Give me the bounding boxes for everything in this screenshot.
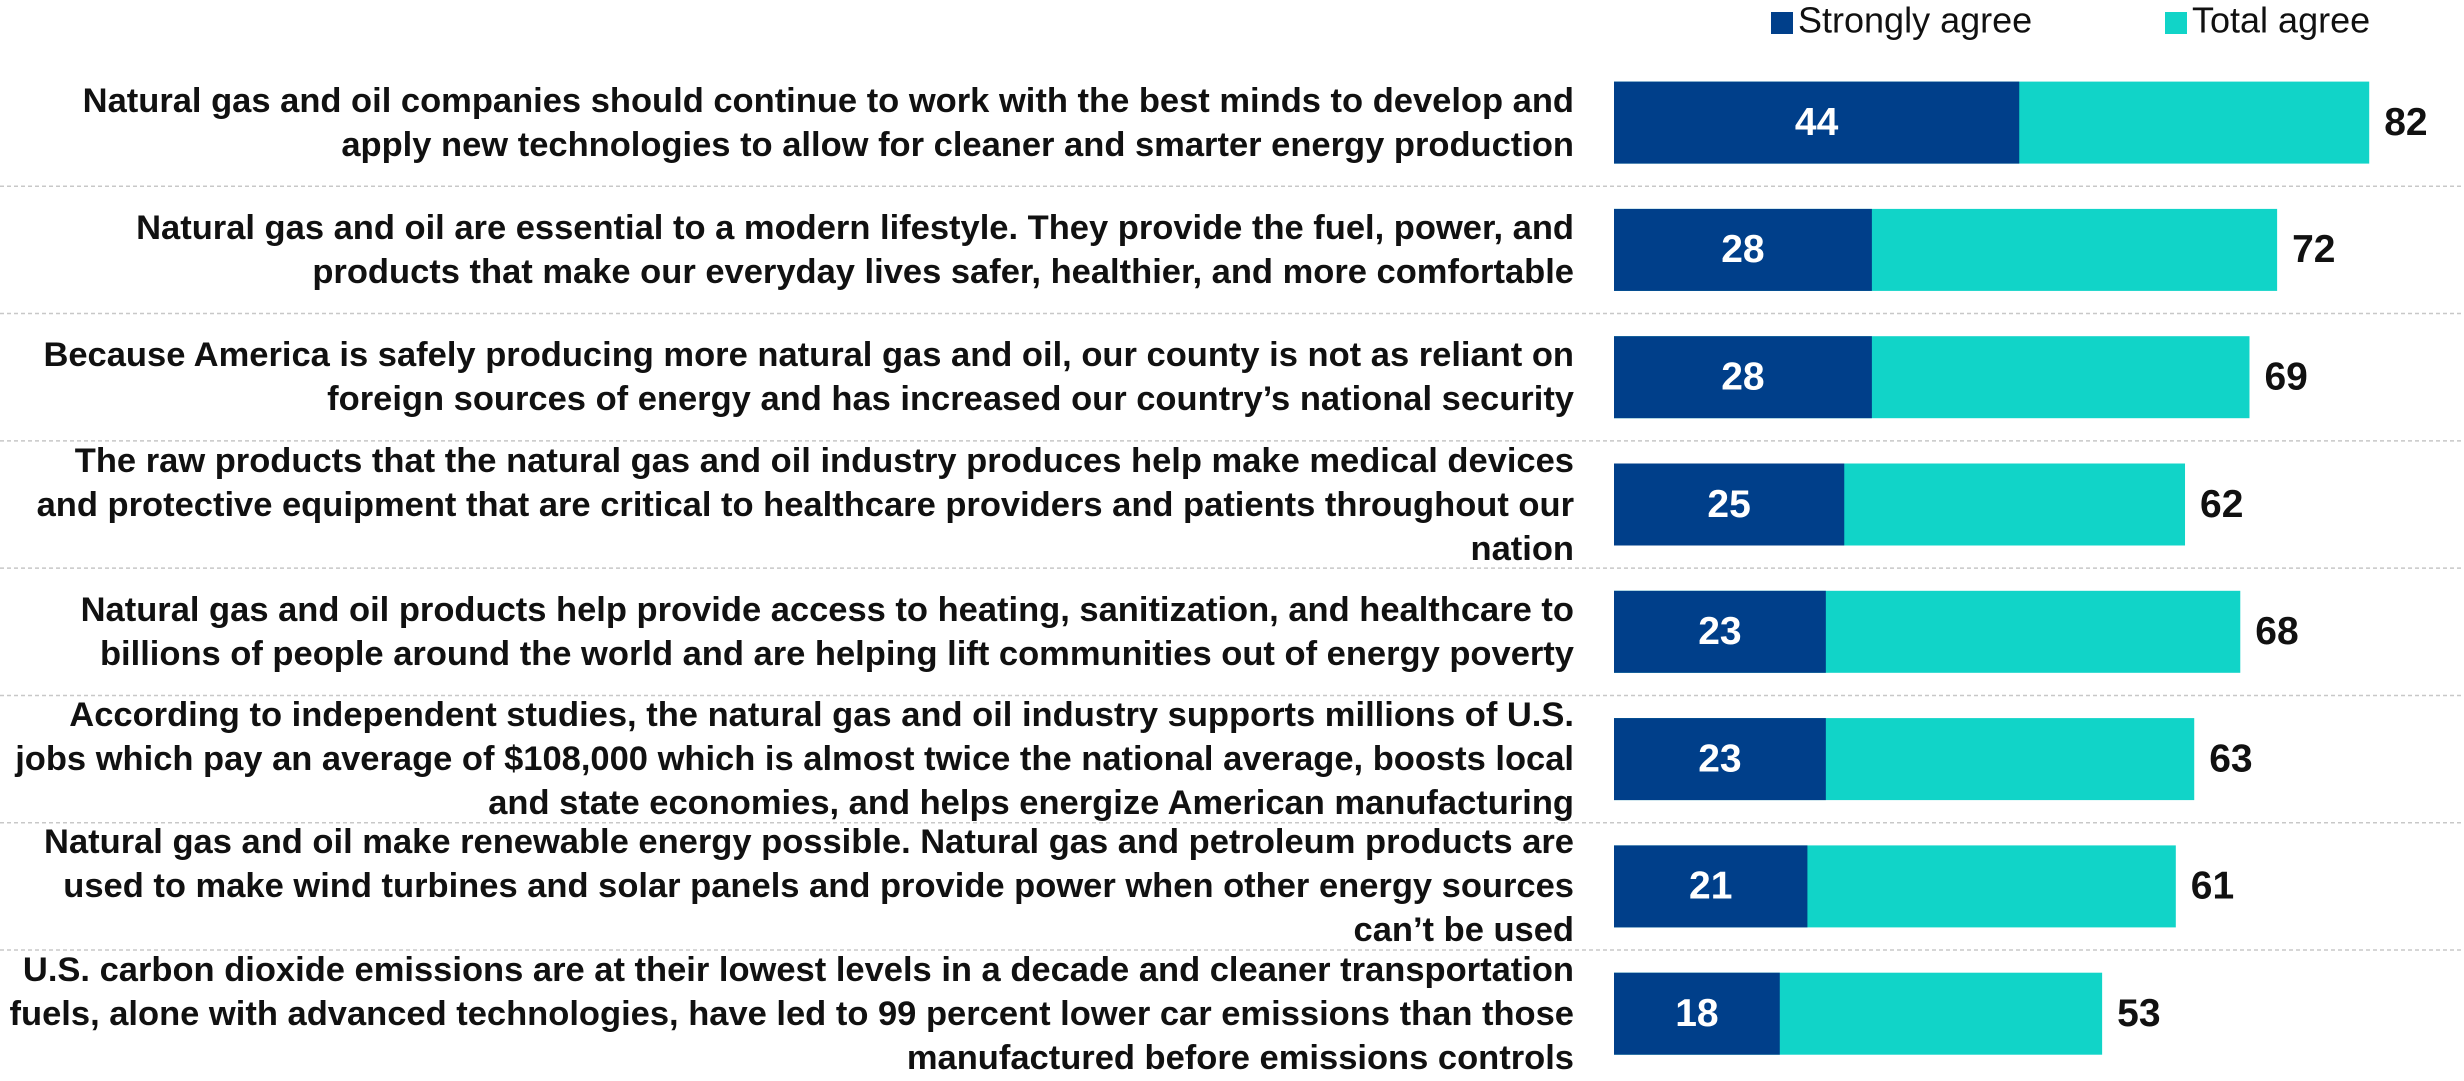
bar-strong xyxy=(1614,336,1872,419)
value-label-total: 62 xyxy=(2200,483,2243,526)
value-label-strong: 44 xyxy=(1795,101,1839,144)
value-label-strong: 28 xyxy=(1721,228,1764,271)
category-label: Natural gas and oil companies should con… xyxy=(8,59,1574,186)
value-label-total: 69 xyxy=(2264,355,2307,398)
bar-strong xyxy=(1614,590,1826,673)
category-text: Natural gas and oil make renewable energ… xyxy=(44,823,1574,950)
category-text: According to independent studies, the na… xyxy=(15,696,1574,823)
category-text: Because America is safely producing more… xyxy=(43,336,1574,419)
legend-swatch xyxy=(1771,12,1793,34)
category-label: Natural gas and oil products help provid… xyxy=(8,568,1574,695)
category-text: U.S. carbon dioxide emissions are at the… xyxy=(9,950,1574,1077)
bar-strong xyxy=(1614,463,1845,546)
legend-swatch xyxy=(2165,12,2187,34)
value-label-total: 61 xyxy=(2191,865,2234,908)
bar-strong xyxy=(1614,845,1808,928)
legend-label: Total agree xyxy=(2192,0,2370,41)
category-text: The raw products that the natural gas an… xyxy=(36,441,1574,568)
category-label: U.S. carbon dioxide emissions are at the… xyxy=(8,950,1574,1077)
value-label-strong: 28 xyxy=(1721,355,1764,398)
bar-strong xyxy=(1614,208,1872,291)
value-label-strong: 25 xyxy=(1707,483,1750,526)
category-label: The raw products that the natural gas an… xyxy=(8,441,1574,568)
category-label: According to independent studies, the na… xyxy=(8,695,1574,822)
value-label-total: 53 xyxy=(2117,992,2160,1035)
value-label-strong: 21 xyxy=(1689,865,1732,908)
value-label-strong: 23 xyxy=(1698,737,1741,780)
legend-label: Strongly agree xyxy=(1798,0,2032,41)
value-label-total: 82 xyxy=(2384,101,2427,144)
bar-strong xyxy=(1614,81,2020,164)
bar-strong xyxy=(1614,972,1780,1055)
category-text: Natural gas and oil are essential to a m… xyxy=(136,208,1574,291)
value-label-strong: 18 xyxy=(1675,992,1718,1035)
category-text: Natural gas and oil products help provid… xyxy=(80,590,1574,673)
category-text: Natural gas and oil companies should con… xyxy=(82,81,1574,164)
category-label: Because America is safely producing more… xyxy=(8,314,1574,441)
category-label: Natural gas and oil make renewable energ… xyxy=(8,823,1574,950)
bar-strong xyxy=(1614,718,1826,801)
value-label-total: 63 xyxy=(2209,737,2252,780)
value-label-total: 68 xyxy=(2255,610,2298,653)
value-label-total: 72 xyxy=(2292,228,2335,271)
value-label-strong: 23 xyxy=(1698,610,1741,653)
category-label: Natural gas and oil are essential to a m… xyxy=(8,186,1574,313)
